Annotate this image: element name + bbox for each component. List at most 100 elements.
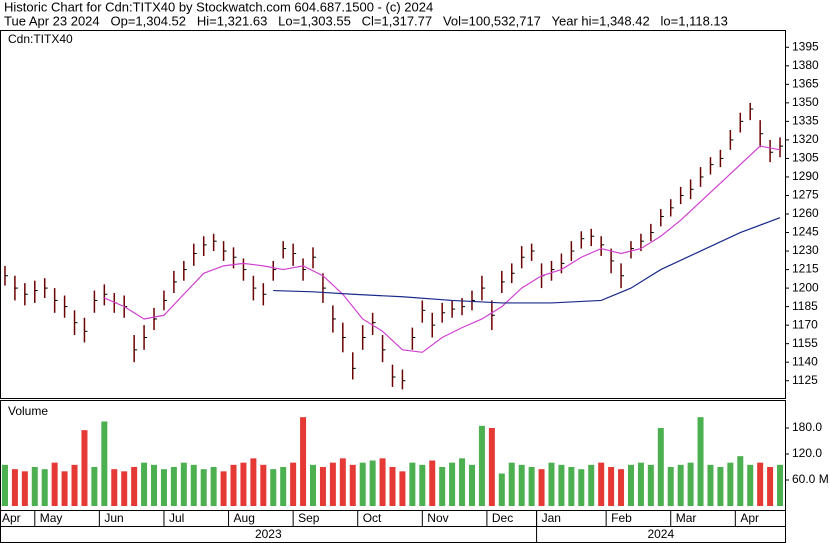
volume-bar <box>439 467 446 506</box>
y-tick-label: 1260 <box>792 206 819 220</box>
v-tick-label: 120.0 <box>792 446 822 460</box>
volume-bar <box>637 462 644 506</box>
volume-bar <box>359 462 366 506</box>
y-tick-label: 1320 <box>792 132 819 146</box>
x-tick-label: Aug <box>234 511 255 525</box>
volume-bar <box>180 462 187 506</box>
volume-bar <box>508 462 515 506</box>
volume-bar <box>429 460 436 506</box>
y-tick-label: 1230 <box>792 243 819 257</box>
x-tick-label: May <box>40 511 63 525</box>
y-tick-label: 1140 <box>792 354 818 368</box>
volume-bar <box>319 467 326 506</box>
volume-bar <box>51 462 58 506</box>
volume-bar <box>61 471 68 506</box>
volume-bar <box>498 473 505 506</box>
volume-bar <box>578 469 585 506</box>
volume-bar <box>727 462 734 506</box>
volume-bar <box>151 464 158 506</box>
x-tick-label: Nov <box>427 511 448 525</box>
volume-bar <box>1 464 8 506</box>
volume-bar <box>81 430 88 506</box>
volume-bar <box>468 464 475 506</box>
volume-bar <box>250 458 257 506</box>
volume-bar <box>717 467 724 506</box>
volume-bar <box>409 462 416 506</box>
volume-bar <box>449 462 456 506</box>
volume-bar <box>300 417 307 506</box>
y-tick-label: 1245 <box>792 225 819 239</box>
volume-bar <box>220 471 227 506</box>
volume-bar <box>747 464 754 506</box>
volume-bar <box>528 467 535 506</box>
volume-bar <box>329 462 336 506</box>
volume-bar <box>230 464 237 506</box>
y-tick-label: 1290 <box>792 169 819 183</box>
volume-bar <box>200 469 207 506</box>
chart-title: Historic Chart for Cdn:TITX40 by Stockwa… <box>4 0 433 14</box>
volume-bar <box>478 425 485 506</box>
y-tick-label: 1155 <box>792 336 818 350</box>
y-tick-label: 1275 <box>792 188 819 202</box>
y-tick-label: 1170 <box>792 317 818 331</box>
volume-bar <box>777 464 784 506</box>
year-label: 2024 <box>647 527 674 541</box>
volume-bar <box>488 428 495 506</box>
year-label: 2023 <box>255 527 282 541</box>
volume-bar <box>627 464 634 506</box>
y-tick-label: 1305 <box>792 151 819 165</box>
volume-bar <box>31 467 38 506</box>
y-tick-label: 1200 <box>792 280 819 294</box>
price-panel <box>0 30 786 399</box>
chart-subtitle: Tue Apr 23 2024 Op=1,304.52 Hi=1,321.63 … <box>4 13 728 28</box>
volume-bar <box>568 467 575 506</box>
x-tick-label: Feb <box>611 511 632 525</box>
volume-bar <box>339 458 346 506</box>
x-tick-label: Oct <box>363 511 382 525</box>
volume-bar <box>91 467 98 506</box>
x-tick-label: Sep <box>298 511 320 525</box>
x-tick-label: Apr <box>740 511 759 525</box>
volume-bar <box>538 469 545 506</box>
volume-bar <box>419 464 426 506</box>
volume-bar <box>518 464 525 506</box>
volume-bar <box>170 467 177 506</box>
y-tick-label: 1365 <box>792 77 819 91</box>
volume-bar <box>608 467 615 506</box>
volume-bar <box>41 469 48 506</box>
volume-bar <box>290 462 297 506</box>
volume-bar <box>160 469 167 506</box>
x-tick-label: Dec <box>492 511 513 525</box>
volume-bar <box>71 464 78 506</box>
volume-bar <box>310 464 317 506</box>
volume-bar <box>349 464 356 506</box>
volume-bar <box>588 464 595 506</box>
symbol-label: Cdn:TITX40 <box>8 32 73 46</box>
volume-bar <box>697 417 704 506</box>
volume-bar <box>548 462 555 506</box>
y-tick-label: 1185 <box>792 299 818 313</box>
y-tick-label: 1395 <box>792 39 819 53</box>
y-tick-label: 1335 <box>792 114 819 128</box>
volume-bar <box>369 460 376 506</box>
volume-bar <box>379 458 386 506</box>
x-tick-label: Mar <box>676 511 697 525</box>
volume-bar <box>707 464 714 506</box>
volume-bar <box>618 469 625 506</box>
volume-bar <box>459 458 466 506</box>
volume-bar <box>389 467 396 506</box>
volume-bar <box>101 421 108 506</box>
y-tick-label: 1350 <box>792 95 819 109</box>
volume-bar <box>677 464 684 506</box>
volume-bar <box>131 467 138 506</box>
moving-average <box>273 217 781 304</box>
volume-label: Volume <box>8 404 48 418</box>
volume-bar <box>657 428 664 506</box>
v-tick-label: 180.0 <box>792 420 822 434</box>
moving-average <box>104 145 781 353</box>
volume-bar <box>399 471 406 506</box>
volume-bar <box>757 462 764 506</box>
volume-bar <box>111 469 118 506</box>
volume-bar <box>121 471 128 506</box>
